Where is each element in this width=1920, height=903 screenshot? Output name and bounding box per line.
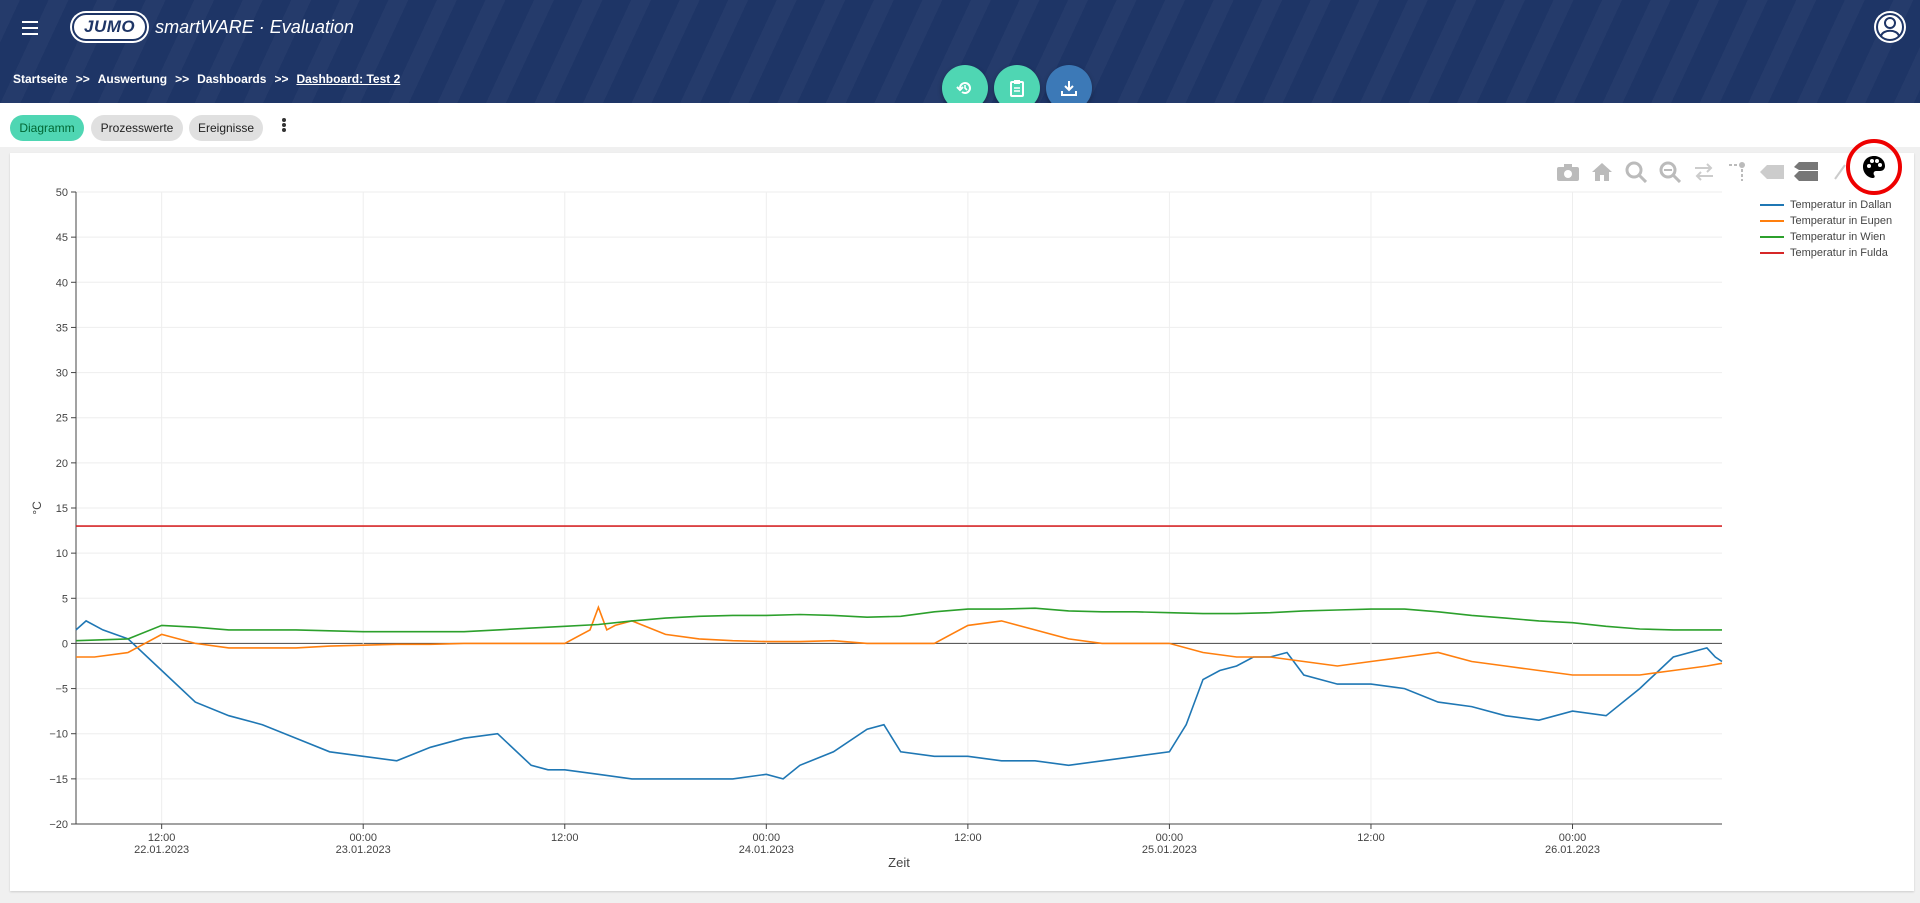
compare-icon[interactable]: [1793, 159, 1819, 185]
legend-item[interactable]: Temperatur in Wien: [1760, 229, 1892, 245]
legend-swatch: [1760, 252, 1784, 254]
legend-label: Temperatur in Dallan: [1790, 199, 1892, 211]
breadcrumb: Startseite >> Auswertung >> Dashboards >…: [13, 72, 400, 86]
zoom-out-icon[interactable]: [1657, 159, 1683, 185]
legend-item[interactable]: Temperatur in Fulda: [1760, 245, 1892, 261]
breadcrumb-dashboards[interactable]: Dashboards: [197, 72, 267, 86]
y-tick-label: 20: [56, 458, 68, 470]
x-tick-date-label: 26.01.2023: [1545, 844, 1600, 856]
download-icon: [1061, 81, 1077, 96]
menu-icon[interactable]: [20, 17, 44, 39]
x-tick-label: 00:00: [1156, 832, 1184, 844]
history-icon: [956, 82, 971, 94]
y-tick-label: −10: [49, 729, 68, 741]
y-tick-label: −20: [49, 819, 68, 831]
legend-item[interactable]: Temperatur in Eupen: [1760, 213, 1892, 229]
tab-bar: [0, 103, 1920, 147]
y-tick-label: 25: [56, 413, 68, 425]
breadcrumb-home[interactable]: Startseite: [13, 72, 68, 86]
legend-swatch: [1760, 236, 1784, 238]
breadcrumb-evaluation[interactable]: Auswertung: [97, 72, 168, 86]
home-icon[interactable]: [1589, 159, 1615, 185]
x-tick-date-label: 25.01.2023: [1142, 844, 1197, 856]
breadcrumb-current[interactable]: Dashboard: Test 2: [296, 72, 401, 86]
chart-grid: [76, 191, 1722, 825]
pan-icon[interactable]: [1691, 159, 1717, 185]
y-tick-label: 10: [56, 548, 68, 560]
x-tick-label: 12:00: [1357, 832, 1385, 844]
x-tick-label: 00:00: [349, 832, 377, 844]
clipboard-icon: [1010, 80, 1024, 97]
x-axis-title: Zeit: [888, 855, 910, 870]
breadcrumb-separator: >>: [75, 72, 90, 86]
breadcrumb-separator: >>: [274, 72, 289, 86]
chart-panel: [10, 153, 1914, 891]
series-line-2: [76, 605, 1723, 676]
tab-prozesswerte[interactable]: Prozesswerte: [91, 115, 183, 141]
y-tick-label: 5: [62, 593, 68, 605]
pencil-icon[interactable]: [1827, 159, 1853, 185]
logo-badge: JUMO: [72, 13, 148, 41]
zoom-in-icon[interactable]: [1623, 159, 1649, 185]
x-tick-date-label: 22.01.2023: [134, 844, 189, 856]
series-line-3: [75, 607, 1722, 642]
x-tick-date-label: 24.01.2023: [739, 844, 794, 856]
top-app-bar: [0, 0, 1920, 103]
x-tick-label: 12:00: [148, 832, 176, 844]
series-line-1: [75, 619, 1723, 780]
spike-lines-icon[interactable]: [1725, 159, 1751, 185]
y-axis-title: °C: [30, 501, 44, 515]
x-tick-label: 00:00: [753, 832, 781, 844]
y-tick-label: 0: [62, 638, 68, 650]
x-tick-date-label: 23.01.2023: [336, 844, 391, 856]
x-tick-label: 12:00: [954, 832, 982, 844]
x-tick-label: 00:00: [1559, 832, 1587, 844]
y-tick-label: −5: [55, 684, 68, 696]
y-tick-label: 35: [56, 322, 68, 334]
legend-label: Temperatur in Fulda: [1790, 247, 1888, 259]
palette-button[interactable]: [1846, 139, 1902, 195]
legend-label: Temperatur in Eupen: [1790, 215, 1893, 227]
app-logo: JUMO smartWARE · Evaluation: [72, 13, 354, 41]
x-tick-label: 12:00: [551, 832, 579, 844]
y-tick-label: 50: [56, 187, 68, 199]
y-tick-label: 15: [56, 503, 68, 515]
hover-closest-icon[interactable]: [1759, 159, 1785, 185]
chart-legend: Temperatur in Dallan Temperatur in Eupen T…: [1760, 197, 1892, 261]
legend-swatch: [1760, 220, 1784, 222]
camera-icon[interactable]: [1555, 159, 1581, 185]
y-tick-label: −15: [49, 774, 68, 786]
chart-modebar: [1555, 158, 1853, 186]
y-tick-label: 30: [56, 368, 68, 380]
palette-icon: [1863, 156, 1885, 178]
y-tick-label: 40: [56, 277, 68, 289]
legend-label: Temperatur in Wien: [1790, 231, 1886, 243]
chart-axes: 50454035302520151050−5−10−15−2012:0022.0…: [49, 187, 1722, 856]
legend-swatch: [1760, 204, 1784, 206]
legend-item[interactable]: Temperatur in Dallan: [1760, 197, 1892, 213]
tab-ereignisse[interactable]: Ereignisse: [189, 115, 263, 141]
y-tick-label: 45: [56, 232, 68, 244]
tab-diagramm[interactable]: Diagramm: [10, 115, 84, 141]
logo-text: smartWARE · Evaluation: [155, 16, 354, 37]
user-avatar-icon[interactable]: [1874, 11, 1906, 43]
chart-lines: [75, 525, 1723, 780]
more-options-icon[interactable]: [281, 117, 287, 135]
breadcrumb-separator: >>: [175, 72, 190, 86]
